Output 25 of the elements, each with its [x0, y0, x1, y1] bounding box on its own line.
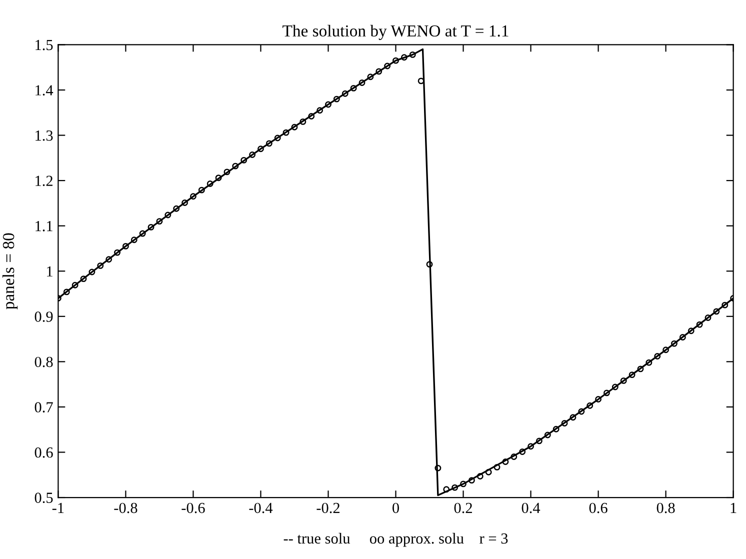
- y-tick-label: 0.6: [34, 447, 53, 458]
- y-tick-label: 1.2: [36, 176, 52, 186]
- x-tick-label: 0.2: [454, 502, 472, 514]
- y-tick-label: 0.9: [34, 312, 53, 322]
- x-tick-label: -0.4: [249, 502, 273, 514]
- x-tick-label: 0.4: [522, 502, 540, 514]
- x-tick-label: -1: [52, 502, 64, 513]
- x-tick-label: 1: [730, 502, 736, 513]
- y-tick-label: 0.5: [34, 492, 53, 504]
- x-tick-label: -0.6: [182, 502, 205, 514]
- y-tick-label: 1.1: [36, 221, 52, 232]
- chart-title: The solution by WENO at T = 1.1: [282, 24, 508, 40]
- y-tick-label: 0.7: [34, 402, 53, 412]
- x-tick-label: -0.8: [114, 502, 138, 514]
- y-axis-title: panels = 80: [2, 233, 18, 310]
- y-tick-label: 0.8: [34, 356, 53, 368]
- y-tick-label: 1.3: [36, 130, 53, 141]
- y-tick-label: 1: [47, 266, 52, 276]
- x-tick-label: 0.8: [656, 502, 675, 514]
- y-tick-label: 1.4: [36, 85, 54, 96]
- x-tick-label: 0: [392, 502, 399, 514]
- x-tick-label: 0.6: [589, 502, 608, 514]
- y-tick-label: 1.5: [36, 40, 53, 50]
- x-axis-title: -- true solu oo approx. solu r = 3: [284, 532, 508, 547]
- x-tick-label: -0.2: [316, 502, 340, 514]
